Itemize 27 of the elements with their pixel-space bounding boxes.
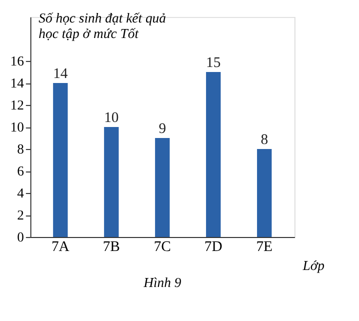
bar <box>155 138 170 238</box>
y-tick-label: 14 <box>10 75 24 90</box>
data-label: 8 <box>260 132 268 148</box>
x-tick-label: 7B <box>102 239 120 256</box>
data-label: 14 <box>53 66 68 82</box>
bar <box>104 126 119 238</box>
y-tick-label: 4 <box>17 185 24 200</box>
data-label: 15 <box>206 55 221 72</box>
bar <box>257 149 272 238</box>
x-tick-label: 7C <box>154 239 171 256</box>
y-tick-label: 16 <box>10 53 24 68</box>
y-axis-title: Số học sinh đạt kết quả học tập ở mức Tốt <box>38 10 166 41</box>
data-label: 10 <box>104 110 119 126</box>
x-tick-label: 7A <box>51 239 70 256</box>
y-tick-label: 6 <box>17 163 24 178</box>
bar <box>206 72 221 238</box>
bar <box>53 82 68 238</box>
y-tick-label: 8 <box>17 141 24 156</box>
y-tick-label: 0 <box>17 229 24 244</box>
y-tick-label: 12 <box>10 97 24 112</box>
data-label: 9 <box>158 121 166 138</box>
text: Hình 9 <box>142 274 182 290</box>
x-axis-title: Lớp <box>302 258 325 273</box>
x-tick-label: 7D <box>204 239 222 256</box>
y-tick-label: 2 <box>17 207 24 222</box>
x-tick-label: 7E <box>256 239 273 256</box>
y-tick-label: 10 <box>10 119 24 134</box>
